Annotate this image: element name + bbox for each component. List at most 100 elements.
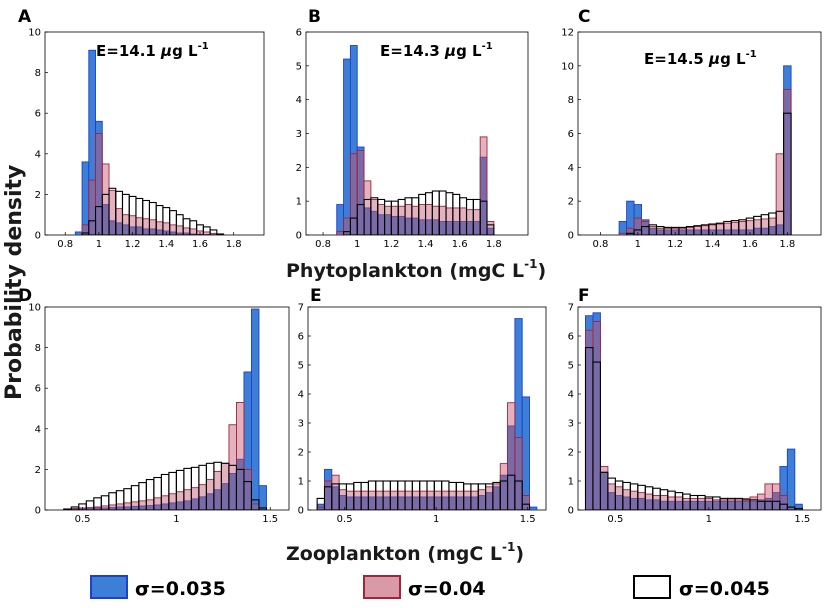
bar-a-white-10 [142,199,151,235]
legend: σ=0.035 σ=0.04 σ=0.045 [90,575,770,600]
bar-d-red-23 [235,401,245,510]
bar-f-white-13 [682,493,691,510]
panel-a: 0.8 1 1.2 1.4 1.6 1.8 0 2 4 6 8 10 A E=14.1 μg L-1 [18,7,265,250]
y-tick-label-a-1: 2 [35,190,41,201]
x-tick-label-a-5: 1.8 [226,239,242,250]
legend-swatch-sigma-0035 [90,575,128,599]
bar-c-white-9 [685,225,695,235]
y-tick-label-e-1: 1 [298,477,304,488]
x-tick-label-c-3: 1.4 [705,239,721,250]
panel-b-label: B [308,7,321,27]
bar-d-white-21 [220,462,230,510]
bar-a-white-2 [88,220,97,235]
y-tick-label-f-5: 5 [568,361,574,372]
bar-c-white-15 [730,220,740,235]
bar-f-white-25 [771,500,781,510]
x-tick-label-b-2: 1.2 [383,239,399,250]
bar-c-white-11 [700,224,710,235]
bar-e-white-7 [367,480,377,510]
bar-e-white-14 [419,480,428,510]
bar-e-white-5 [353,481,362,510]
panel-c-label: C [578,7,590,27]
bar-a-white-11 [148,201,157,235]
bar-d-white-9 [130,485,140,510]
panel-d-label: D [18,286,32,306]
bar-b-white-11 [411,197,420,235]
bar-f-white-28 [794,507,803,510]
bar-a-white-3 [94,206,103,235]
bar-d-white-0 [63,508,72,510]
bar-e-white-9 [382,480,391,510]
bar-f-white-19 [726,497,736,510]
panel-e-label: E [310,286,322,306]
bar-d-white-25 [250,499,260,510]
bar-b-white-4 [363,198,372,235]
y-tick-label-c-4: 8 [568,95,574,106]
panel-c-annotation: E=14.5 μg L-1 [644,49,757,68]
bar-e-white-17 [441,480,450,510]
y-tick-label-e-3: 3 [298,419,304,430]
y-tick-label-c-2: 4 [568,163,574,174]
bar-c-white-4 [648,224,658,235]
legend-item-sigma-0045: σ=0.045 [633,575,770,600]
bar-c-white-16 [738,219,747,235]
bar-e-white-28 [521,503,531,510]
bar-c-white-10 [693,225,702,235]
bar-a-white-9 [135,197,144,235]
x-tick-label-b-5: 1.8 [486,239,502,250]
panel-e-axes: 0.5 1 1.5 0 1 2 3 4 5 6 7 [298,303,536,526]
bar-a-white-7 [121,193,130,235]
legend-label-sigma-004: σ=0.04 [408,578,486,600]
bar-e-white-4 [345,483,355,510]
y-tick-label-d-1: 2 [35,465,41,476]
y-tick-label-d-3: 6 [35,384,41,395]
bar-d-blue-26 [258,485,267,510]
bar-a-white-16 [182,218,191,235]
bar-a-white-21 [216,233,225,235]
legend-label-sigma-0045: σ=0.045 [679,578,770,600]
x-tick-label-e-1: 1 [433,514,439,525]
bar-e-white-16 [433,480,443,510]
bar-b-white-19 [465,198,474,235]
bar-d-white-13 [160,473,170,510]
x-tick-label-e-0: 0.5 [337,514,353,525]
y-tick-label-f-0: 0 [568,506,574,517]
bar-a-white-17 [189,220,198,235]
bar-c-white-20 [768,212,777,235]
y-tick-label-c-5: 10 [561,61,574,72]
y-tick-label-f-6: 6 [568,332,574,343]
bar-a-white-1 [81,232,90,235]
panel-f-bars [584,312,803,510]
bar-b-white-15 [438,190,447,235]
bar-e-white-22 [477,483,487,510]
bar-d-white-3 [85,500,95,510]
x-tick-label-b-1: 1 [354,239,360,250]
bar-c-white-13 [715,222,725,235]
bar-e-red-27 [514,437,523,510]
bar-b-blue-0 [336,204,345,235]
bar-f-white-24 [764,500,773,510]
bar-b-white-8 [390,200,399,235]
y-tick-label-f-7: 7 [568,303,574,314]
y-tick-label-e-6: 6 [298,332,304,343]
panel-d-axes: 0.5 1 1.5 0 2 4 6 8 10 [28,303,278,526]
bar-f-white-12 [674,492,684,510]
panel-d-bars [63,308,268,510]
x-tick-label-f-2: 1.5 [794,514,810,525]
bar-d-white-16 [183,467,192,510]
x-tick-label-a-0: 0.8 [57,239,73,250]
bar-e-white-20 [463,483,472,510]
y-tick-label-e-4: 4 [298,390,304,401]
y-tick-label-f-2: 2 [568,448,574,459]
legend-label-sigma-0035: σ=0.035 [135,578,226,600]
x-tick-label-d-1: 1 [173,514,179,525]
bar-b-white-14 [431,190,440,235]
bar-d-white-8 [123,488,132,510]
bar-d-white-14 [168,471,177,510]
bar-f-white-22 [749,499,758,510]
bar-e-white-26 [506,474,516,510]
panel-c-frame [577,31,822,236]
x-tick-label-d-2: 1.5 [262,514,278,525]
bar-d-white-18 [198,464,207,510]
